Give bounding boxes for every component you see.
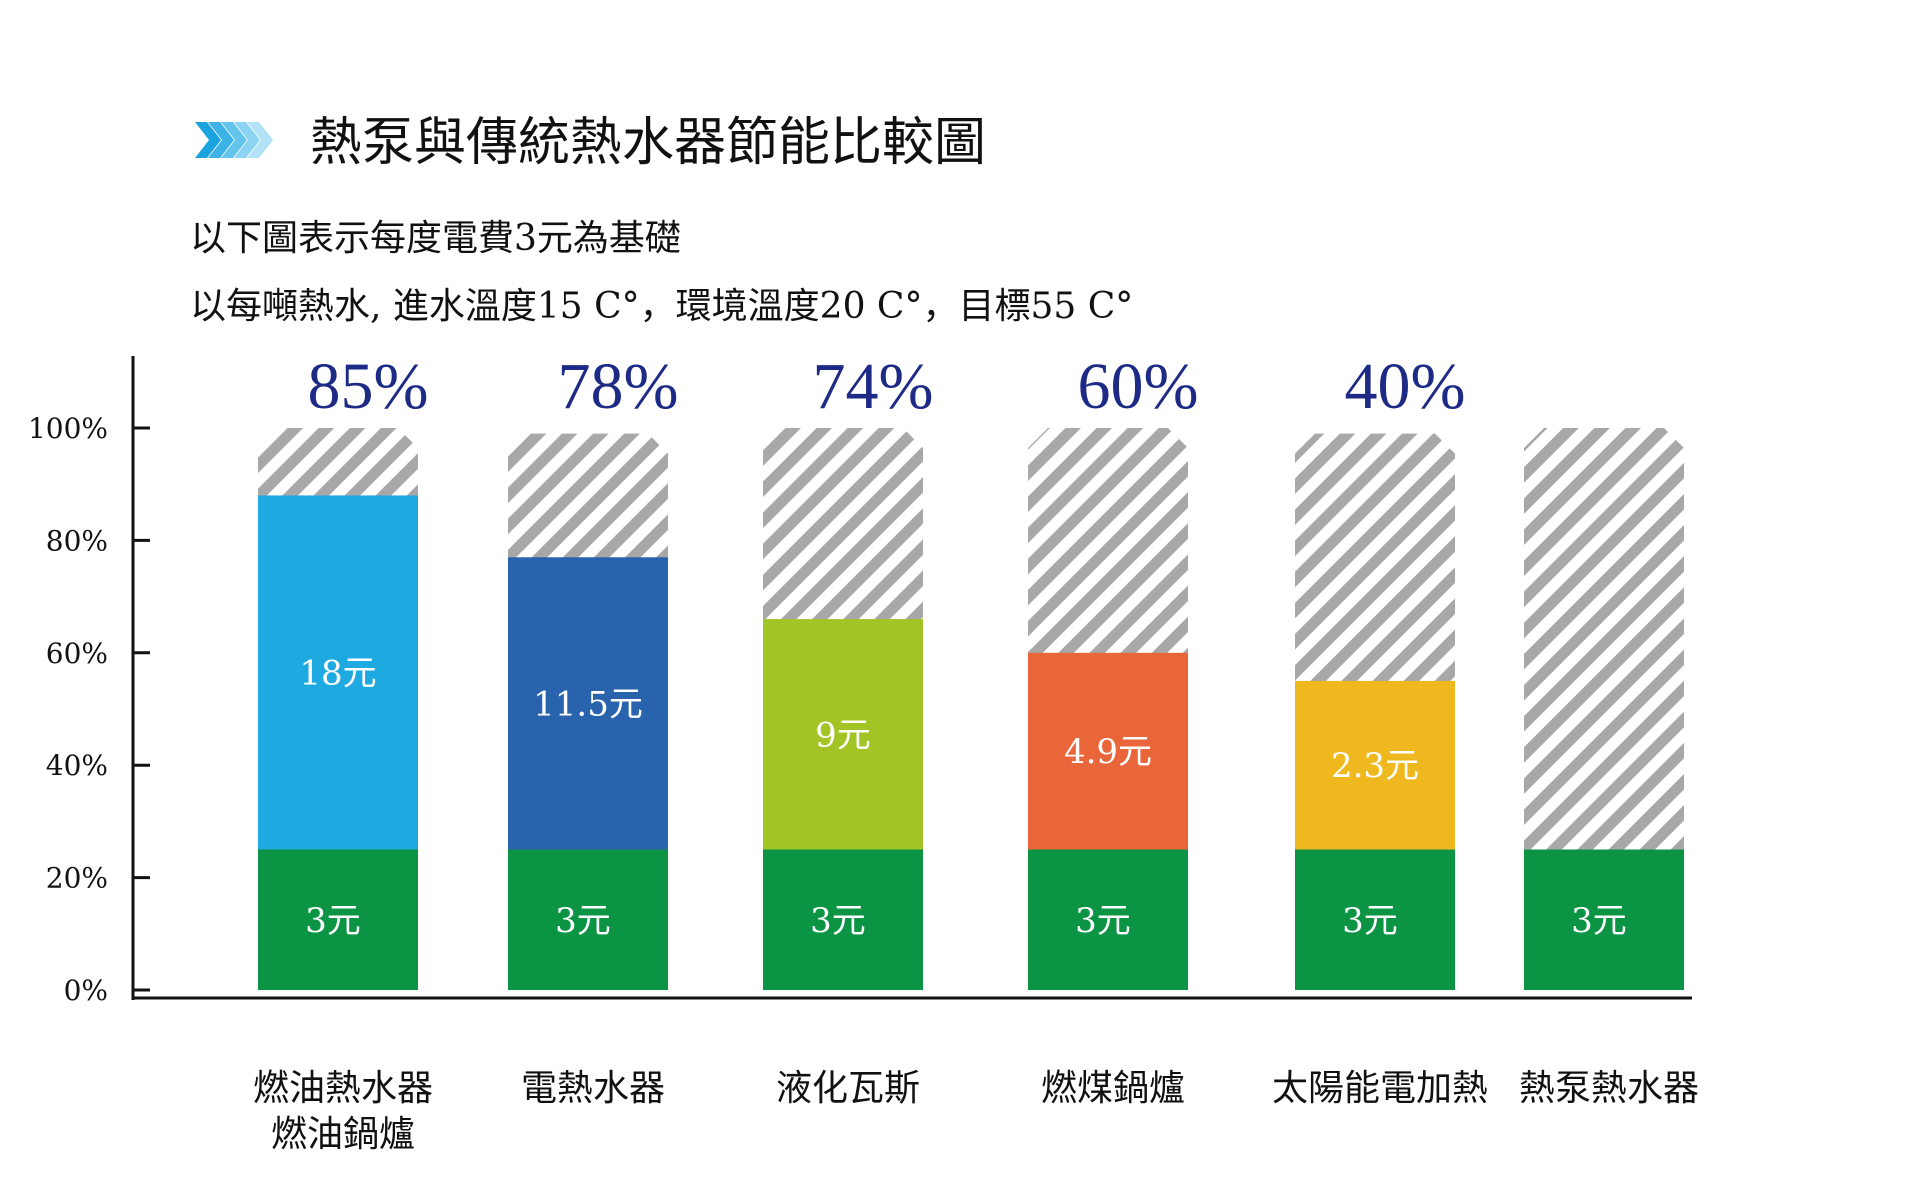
bar-upper-segment (258, 495, 418, 850)
chevron-icon (221, 122, 247, 158)
category-label: 熱泵熱水器 (1519, 1068, 1699, 1109)
saving-percent-label: 74% (813, 350, 934, 423)
category-label: 燃煤鍋爐 (1041, 1068, 1185, 1109)
saving-percent-label: 85% (308, 350, 429, 423)
bar-base-label: 3元 (555, 901, 611, 941)
y-tick-label: 60% (46, 637, 108, 670)
bar-base-segment (1295, 849, 1455, 990)
chart-title: 熱泵與傳統熱水器節能比較圖 (310, 113, 986, 173)
saving-labels: 85% 78% 74% 60% 40% (308, 350, 1466, 423)
chevron-icon (234, 122, 260, 158)
bar-base-label: 3元 (1075, 901, 1131, 941)
bar-upper-segment (1295, 680, 1455, 850)
y-tick-label: 40% (46, 749, 108, 782)
chevron-icon (247, 122, 273, 158)
chart-axes (131, 356, 1692, 1000)
bar-base-segment (508, 849, 668, 990)
saving-percent-label: 78% (558, 350, 679, 423)
bar-upper-segment (763, 619, 923, 850)
bar-upper-label: 4.9元 (1064, 732, 1152, 772)
bar-hatch (1524, 428, 1684, 850)
category-label: 燃油熱水器 (253, 1068, 433, 1109)
bar-upper-segment (1028, 652, 1188, 850)
saving-percent-label: 40% (1345, 350, 1466, 423)
y-tick-label: 20% (46, 862, 108, 895)
bar-base-label: 3元 (1571, 901, 1627, 941)
bar-base-label: 3元 (810, 901, 866, 941)
category-label: 液化瓦斯 (776, 1068, 920, 1109)
bar-base-segment (763, 849, 923, 990)
y-tick-label: 0% (64, 974, 108, 1007)
bar-upper-label: 18元 (299, 653, 376, 693)
category-label: 太陽能電加熱 (1272, 1068, 1488, 1109)
category-label: 燃油鍋爐 (271, 1114, 415, 1155)
saving-percent-label: 60% (1078, 350, 1199, 423)
bar-upper-label: 9元 (815, 715, 871, 755)
chevron-icon (195, 122, 221, 158)
bars: 3元 18元 3元 11.5元 3元 9元 3元 4.9元 3元 2.3元 3元 (258, 428, 1684, 990)
bar-upper-label: 2.3元 (1331, 746, 1419, 786)
bar-base-label: 3元 (1342, 901, 1398, 941)
bar-base-segment (1028, 849, 1188, 990)
bar-base-label: 3元 (305, 901, 361, 941)
y-tick-label: 80% (46, 524, 108, 557)
y-tick-label: 100% (28, 412, 108, 445)
chevron-arrows-icon (195, 122, 273, 158)
bar-upper-segment (508, 557, 668, 850)
bar-base-segment (1524, 849, 1684, 990)
y-ticks: 0% 20% 40% 60% 80% 100% (28, 412, 150, 1007)
bar-upper-label: 11.5元 (533, 684, 643, 724)
category-label: 電熱水器 (521, 1068, 665, 1109)
bar-base-segment (258, 849, 418, 990)
chevron-icon (208, 122, 234, 158)
chart-subtitle-1: 以下圖表示每度電費3元為基礎 (190, 218, 681, 259)
chart-subtitle-2: 以每噸熱水, 進水溫度15 C°，環境溫度20 C°，目標55 C° (190, 286, 1133, 327)
